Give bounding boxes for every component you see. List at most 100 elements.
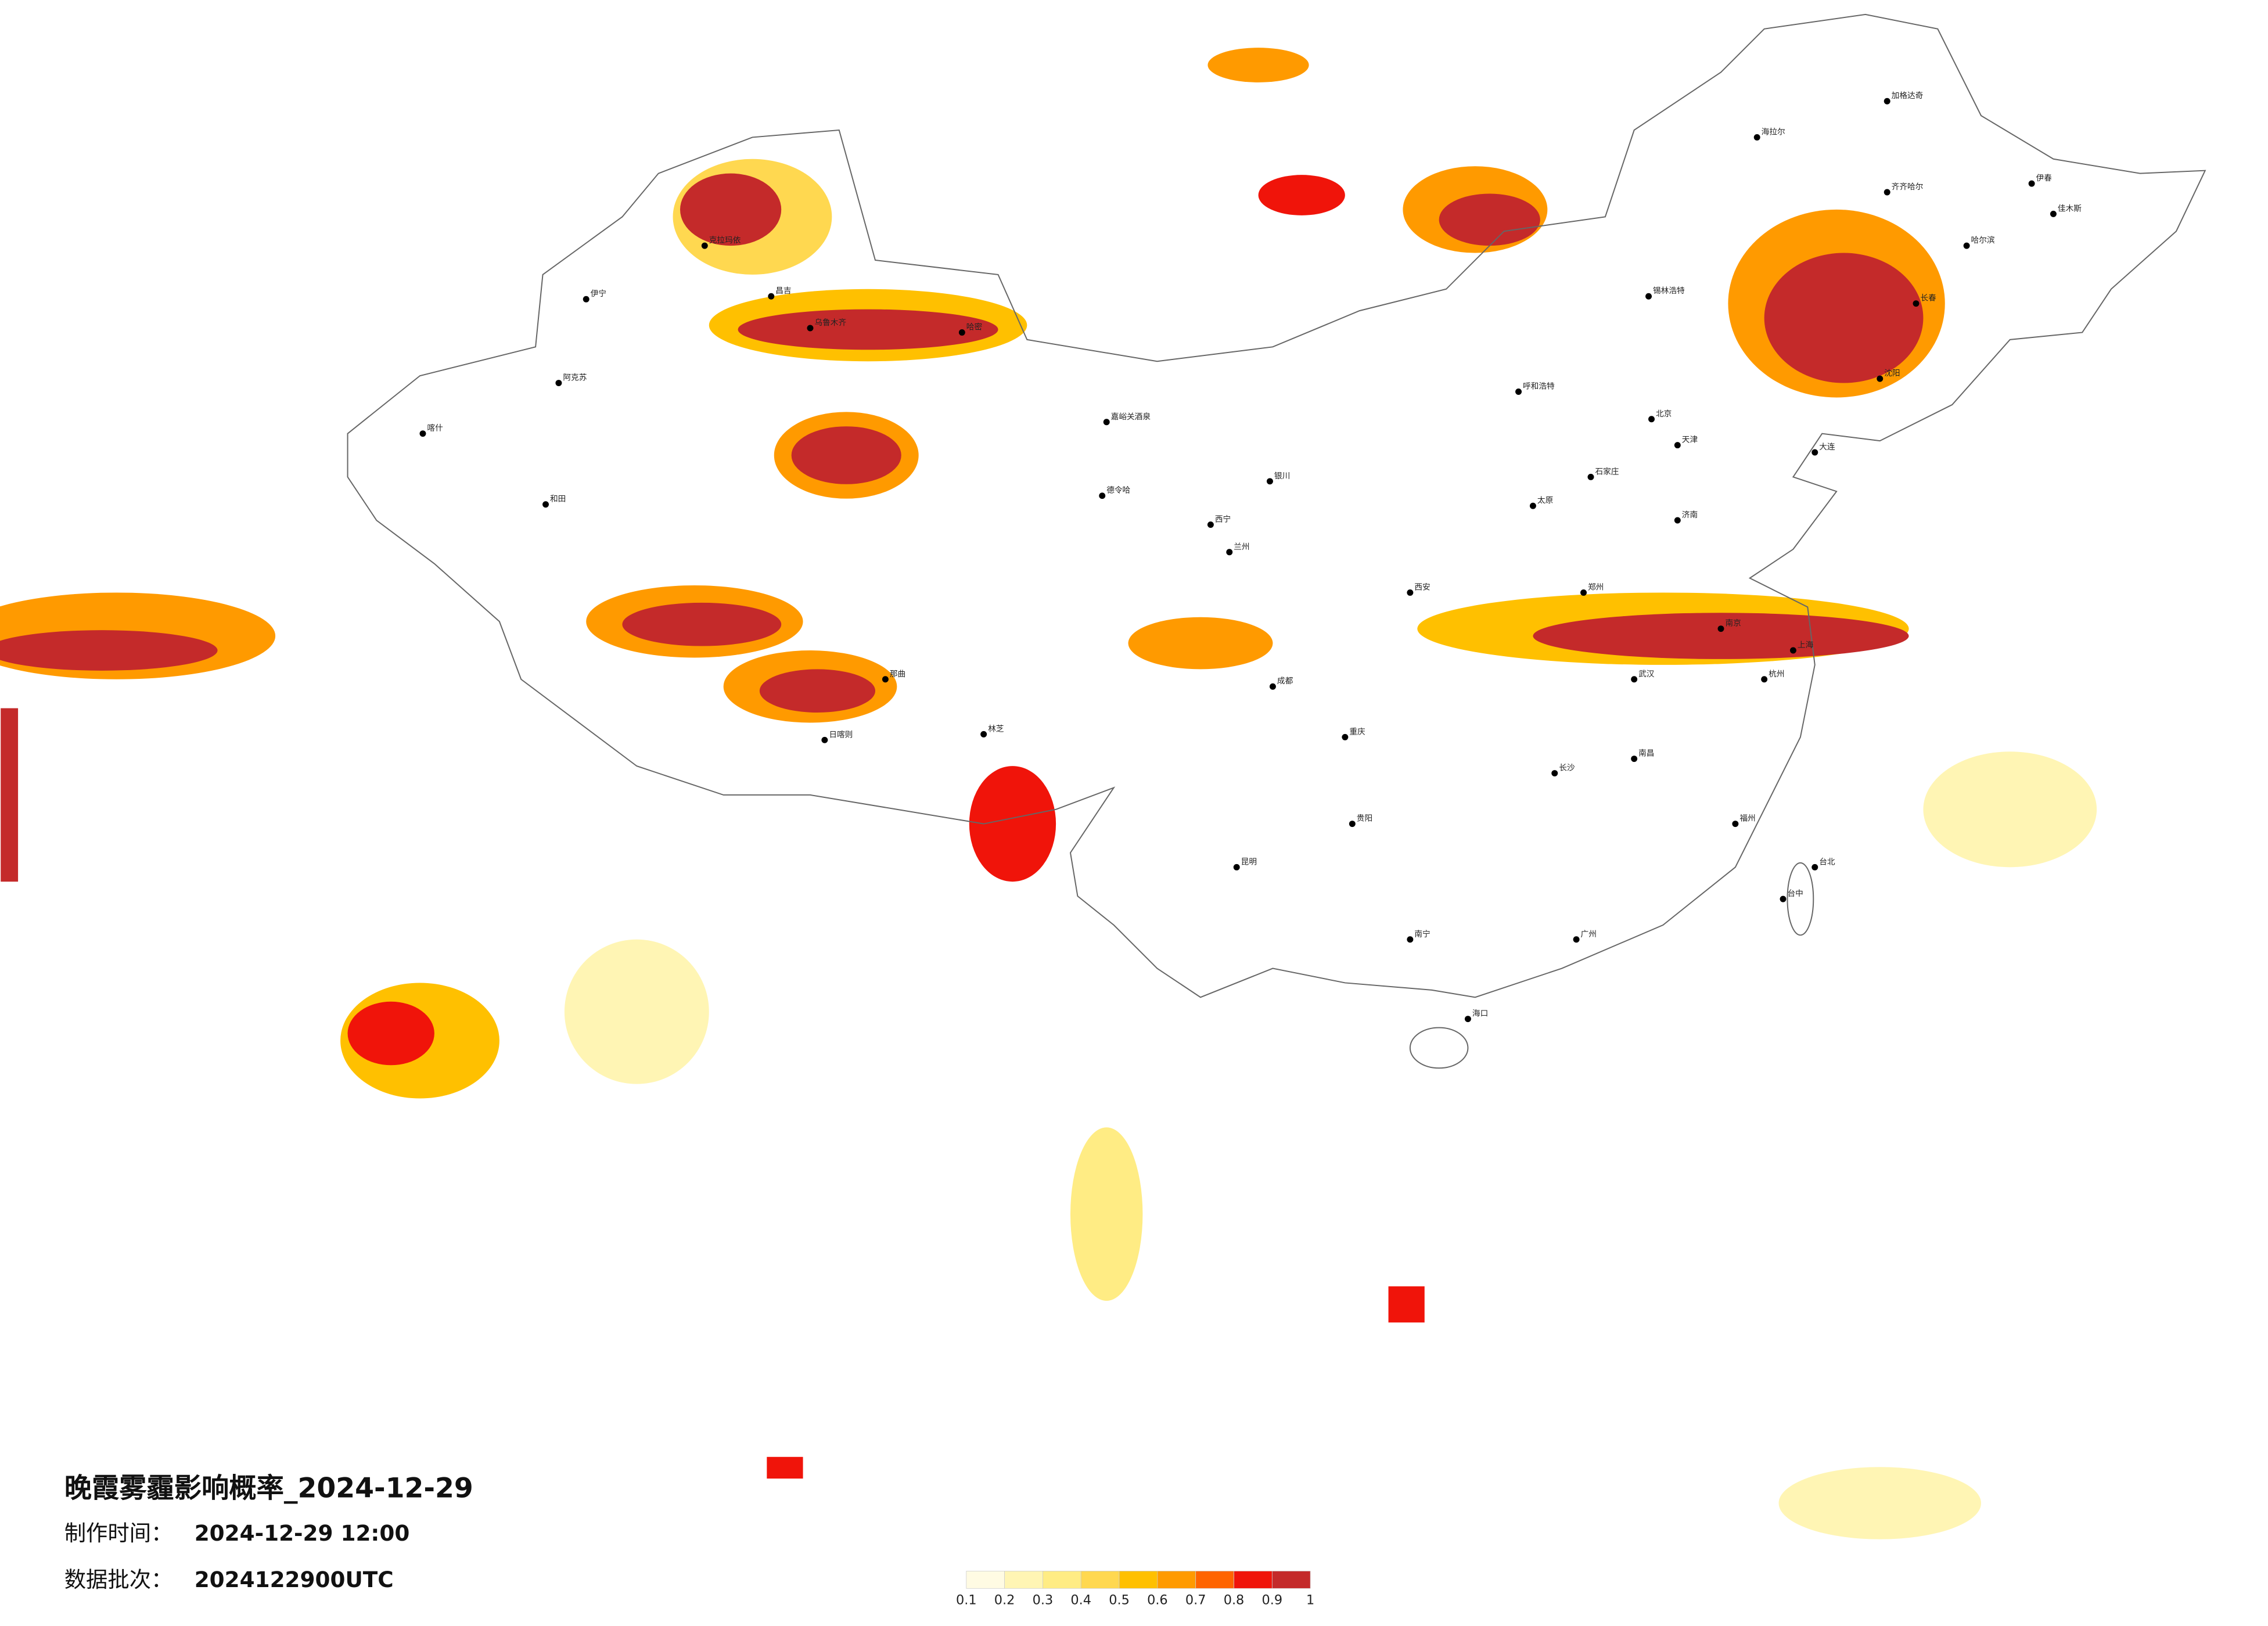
haze-patch bbox=[347, 1001, 434, 1066]
city-dot bbox=[1963, 242, 1970, 249]
city-dot bbox=[1789, 647, 1796, 654]
legend-tick-label: 0.7 bbox=[1185, 1593, 1206, 1608]
city-dot bbox=[1266, 478, 1273, 485]
legend-swatch bbox=[1004, 1571, 1043, 1589]
haze-patch bbox=[767, 1456, 803, 1479]
city-label: 成都 bbox=[1277, 677, 1293, 686]
city-dot bbox=[1269, 683, 1276, 690]
legend-tick-label: 0.9 bbox=[1262, 1593, 1283, 1608]
city-label: 昆明 bbox=[1241, 857, 1257, 866]
legend-swatch bbox=[1271, 1571, 1311, 1589]
city-dot bbox=[882, 676, 889, 683]
city-label: 呼和浩特 bbox=[1523, 382, 1555, 391]
legend-tick-label: 0.1 bbox=[956, 1593, 977, 1608]
city-label: 银川 bbox=[1274, 472, 1290, 481]
haze-patch bbox=[1128, 617, 1273, 670]
haze-patch bbox=[1070, 1127, 1143, 1301]
city-label: 贵阳 bbox=[1357, 814, 1372, 823]
city-dot bbox=[1580, 589, 1587, 596]
city-label: 伊宁 bbox=[591, 289, 606, 298]
city-label: 日喀则 bbox=[829, 730, 853, 739]
haze-patch bbox=[1439, 193, 1540, 246]
city-dot bbox=[1407, 589, 1414, 596]
city-dot bbox=[1884, 98, 1890, 105]
city-dot bbox=[2050, 210, 2057, 217]
city-dot bbox=[1811, 449, 1818, 456]
haze-patch bbox=[791, 426, 901, 484]
city-label: 沈阳 bbox=[1884, 369, 1900, 378]
city-label: 南昌 bbox=[1638, 749, 1654, 758]
city-dot bbox=[583, 296, 590, 303]
haze-patch bbox=[969, 766, 1056, 882]
city-dot bbox=[2028, 180, 2035, 187]
legend-swatch bbox=[1080, 1571, 1120, 1589]
city-dot bbox=[1099, 492, 1106, 499]
city-dot bbox=[958, 329, 965, 336]
city-dot bbox=[1884, 189, 1890, 196]
legend: 0.1 0.2 0.3 0.4 0.5 0.6 0.7 0.8 0.9 1 bbox=[956, 1571, 1314, 1608]
legend-swatch bbox=[966, 1571, 1005, 1589]
city-dot bbox=[1407, 936, 1414, 943]
city-dot bbox=[1349, 821, 1356, 828]
city-dot bbox=[1674, 517, 1681, 524]
legend-tick-label: 1 bbox=[1306, 1593, 1314, 1608]
city-label: 南京 bbox=[1725, 619, 1741, 628]
haze-patch bbox=[1258, 175, 1345, 215]
city-dot bbox=[1631, 676, 1638, 683]
city-dot bbox=[1587, 473, 1594, 480]
legend-swatch bbox=[1119, 1571, 1158, 1589]
hainan-outline bbox=[1409, 1027, 1469, 1069]
city-label: 齐齐哈尔 bbox=[1892, 182, 1924, 192]
city-dot bbox=[807, 325, 814, 332]
city-label: 福州 bbox=[1739, 814, 1755, 823]
city-label: 嘉峪关酒泉 bbox=[1111, 412, 1151, 422]
legend-tick-label: 0.3 bbox=[1033, 1593, 1054, 1608]
city-dot bbox=[542, 501, 549, 508]
info-value: 2024-12-29 12:00 bbox=[195, 1520, 410, 1546]
info-label: 数据批次： bbox=[64, 1567, 173, 1592]
city-dot bbox=[1226, 549, 1233, 556]
city-dot bbox=[1573, 936, 1580, 943]
haze-patch bbox=[759, 669, 875, 713]
city-label: 海口 bbox=[1472, 1009, 1488, 1019]
city-label: 海拉尔 bbox=[1762, 127, 1785, 136]
city-dot bbox=[1103, 419, 1110, 426]
city-dot bbox=[1631, 756, 1638, 762]
city-dot bbox=[1753, 134, 1760, 141]
map-title: 晚霞雾霾影响概率_2024-12-29 bbox=[64, 1472, 473, 1504]
taiwan-outline bbox=[1787, 862, 1814, 936]
city-label: 济南 bbox=[1682, 510, 1698, 520]
city-label: 哈尔滨 bbox=[1971, 236, 1995, 245]
city-dot bbox=[1913, 300, 1920, 307]
haze-patch bbox=[1388, 1286, 1425, 1323]
city-label: 和田 bbox=[550, 495, 566, 504]
city-label: 天津 bbox=[1682, 436, 1698, 445]
legend-swatch bbox=[1043, 1571, 1081, 1589]
haze-patch bbox=[1, 708, 19, 882]
legend-tick-label: 0.6 bbox=[1147, 1593, 1168, 1608]
city-label: 昌吉 bbox=[775, 286, 791, 296]
city-label: 台北 bbox=[1819, 857, 1835, 866]
city-label: 广州 bbox=[1581, 930, 1597, 939]
city-dot bbox=[1645, 293, 1652, 300]
city-label: 郑州 bbox=[1588, 582, 1604, 592]
legend-tick-label: 0.8 bbox=[1224, 1593, 1245, 1608]
haze-layer bbox=[0, 48, 2097, 1539]
city-label: 锡林浩特 bbox=[1653, 286, 1685, 296]
legend-swatch bbox=[1195, 1571, 1234, 1589]
city-dot bbox=[1761, 676, 1768, 683]
city-dot bbox=[821, 736, 828, 743]
city-label: 佳木斯 bbox=[2058, 204, 2082, 213]
city-dot bbox=[980, 731, 987, 738]
city-dot bbox=[1529, 502, 1536, 509]
haze-patch bbox=[680, 173, 782, 246]
city-label: 杭州 bbox=[1769, 670, 1784, 679]
city-label: 德令哈 bbox=[1106, 486, 1130, 495]
haze-patch bbox=[1778, 1467, 1981, 1539]
city-label: 太原 bbox=[1537, 496, 1553, 505]
city-label: 西宁 bbox=[1215, 514, 1231, 524]
city-dot bbox=[1551, 770, 1558, 777]
